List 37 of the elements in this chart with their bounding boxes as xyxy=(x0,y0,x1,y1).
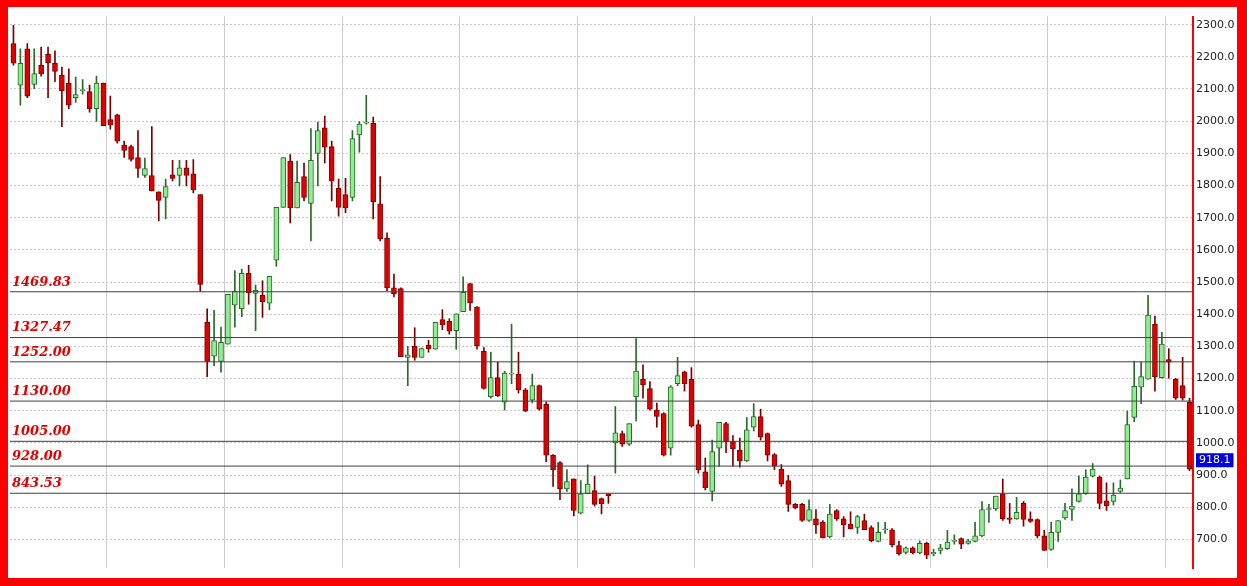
y-tick-label: 2000.0 xyxy=(1196,114,1235,128)
y-tick-label: 1000.0 xyxy=(1196,435,1235,449)
y-tick-label: 1900.0 xyxy=(1196,146,1235,160)
y-tick-label: 1700.0 xyxy=(1196,210,1235,224)
ref-line-label: 1130.00 xyxy=(12,382,71,398)
text: 918.1 xyxy=(1199,453,1231,467)
y-tick-label: 2200.0 xyxy=(1196,49,1235,63)
y-tick-label: 1100.0 xyxy=(1196,403,1235,417)
candlestick xyxy=(135,130,141,178)
y-tick-label: 700.0 xyxy=(1196,532,1228,546)
candlestick xyxy=(45,46,51,99)
candlestick xyxy=(882,522,888,534)
y-tick-label: 800.0 xyxy=(1196,500,1228,514)
y-tick-label: 2300.0 xyxy=(1196,17,1235,31)
y-tick-label: 1200.0 xyxy=(1196,371,1235,385)
y-tick-label: 1300.0 xyxy=(1196,339,1235,353)
y-tick-label: 2100.0 xyxy=(1196,81,1235,95)
ref-line-label: 843.53 xyxy=(12,475,62,491)
candlestick xyxy=(1006,503,1013,524)
ref-line-label: 928.00 xyxy=(12,447,62,463)
y-tick-label: 1600.0 xyxy=(1196,242,1235,256)
y-tick-label: 900.0 xyxy=(1196,467,1228,481)
candlestick xyxy=(1069,488,1075,521)
candlestick xyxy=(148,126,155,192)
candlestick xyxy=(813,509,819,534)
y-tick-label: 1500.0 xyxy=(1196,274,1235,288)
candlestick xyxy=(72,76,79,103)
candlestick xyxy=(404,346,411,386)
candlestick xyxy=(640,364,646,399)
candlestick xyxy=(363,95,370,125)
ref-line-label: 1469.83 xyxy=(12,273,71,289)
y-tick-label: 1400.0 xyxy=(1196,307,1235,321)
y-tick-label: 1800.0 xyxy=(1196,178,1235,192)
candlestick xyxy=(107,95,114,130)
ref-line-label: 1252.00 xyxy=(12,343,71,359)
ref-line-label: 1327.47 xyxy=(12,319,71,335)
ref-line-label: 1005.00 xyxy=(12,423,71,439)
